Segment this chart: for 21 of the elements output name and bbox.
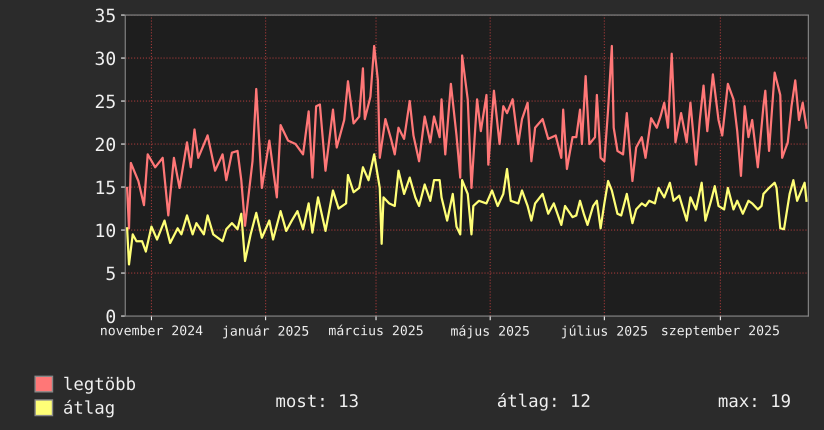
text: most: 13 bbox=[276, 394, 358, 408]
y-tick-label: 10 bbox=[96, 224, 116, 238]
text: max: 19 bbox=[718, 394, 790, 408]
line-series bbox=[126, 153, 808, 266]
y-tick-label: 35 bbox=[96, 8, 115, 22]
y-tick-label: 15 bbox=[96, 180, 115, 194]
x-tick-label: május 2025 bbox=[451, 325, 529, 338]
x-tick-label: szeptember 2025 bbox=[662, 325, 779, 338]
x-tick-label: július 2025 bbox=[562, 325, 647, 338]
y-tick-label: 25 bbox=[96, 94, 115, 108]
x-tick-label: március 2025 bbox=[329, 324, 423, 336]
y-tick-label: 20 bbox=[96, 138, 116, 152]
y-tick-label: 0 bbox=[106, 310, 116, 324]
y-tick-label: 30 bbox=[96, 52, 116, 66]
text: átlag: 12 bbox=[498, 393, 590, 411]
legend-label: átlag bbox=[64, 400, 114, 418]
legend-label: legtöbb bbox=[64, 376, 136, 394]
y-tick-label: 5 bbox=[106, 266, 115, 280]
x-tick-label: november 2024 bbox=[101, 325, 202, 336]
line-series bbox=[126, 44, 808, 230]
x-tick-label: január 2025 bbox=[223, 325, 308, 338]
